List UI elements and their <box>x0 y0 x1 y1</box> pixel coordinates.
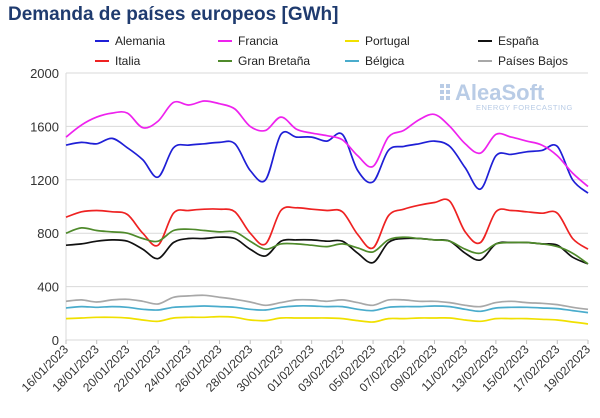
series-line-pa-ses-bajos <box>65 294 589 311</box>
y-tick-label: 1200 <box>30 173 59 188</box>
series-line-espa-a <box>65 236 589 265</box>
series-line-alemania <box>65 130 589 194</box>
y-tick-label: 800 <box>37 226 59 241</box>
y-tick-label: 1600 <box>30 119 59 134</box>
watermark-tagline: ENERGY FORECASTING <box>476 103 573 112</box>
chart-title: Demanda de países europeos [GWh] <box>8 4 339 25</box>
y-tick-label: 2000 <box>30 66 59 81</box>
legend: Alemania Francia Portugal España Italia Gran … <box>95 34 568 68</box>
grid-layer <box>65 72 588 341</box>
series-line-gran-breta-a <box>65 226 589 265</box>
series-line-italia <box>65 198 589 250</box>
legend-label: Países Bajos <box>498 54 568 68</box>
legend-label: Alemania <box>115 34 165 48</box>
y-axis: 0 400 800 1200 1600 2000 <box>30 66 59 348</box>
legend-label: España <box>498 34 539 48</box>
series-line-francia <box>65 100 589 188</box>
y-tick-label: 0 <box>52 333 59 348</box>
legend-label: Italia <box>115 54 141 68</box>
legend-label: Portugal <box>365 34 410 48</box>
legend-label: Francia <box>238 34 278 48</box>
x-axis: 16/01/202318/01/202320/01/202322/01/2023… <box>19 340 593 395</box>
series-line-b-lgica <box>65 304 589 314</box>
aleasoft-watermark: AleaSoft ENERGY FORECASTING <box>440 80 573 112</box>
series-layer <box>65 100 589 325</box>
y-tick-label: 400 <box>37 280 59 295</box>
aleasoft-logo-icon <box>440 84 450 100</box>
legend-label: Bélgica <box>365 54 405 68</box>
legend-label: Gran Bretaña <box>238 54 310 68</box>
series-line-portugal <box>65 315 589 325</box>
watermark-brand: AleaSoft <box>455 80 545 105</box>
